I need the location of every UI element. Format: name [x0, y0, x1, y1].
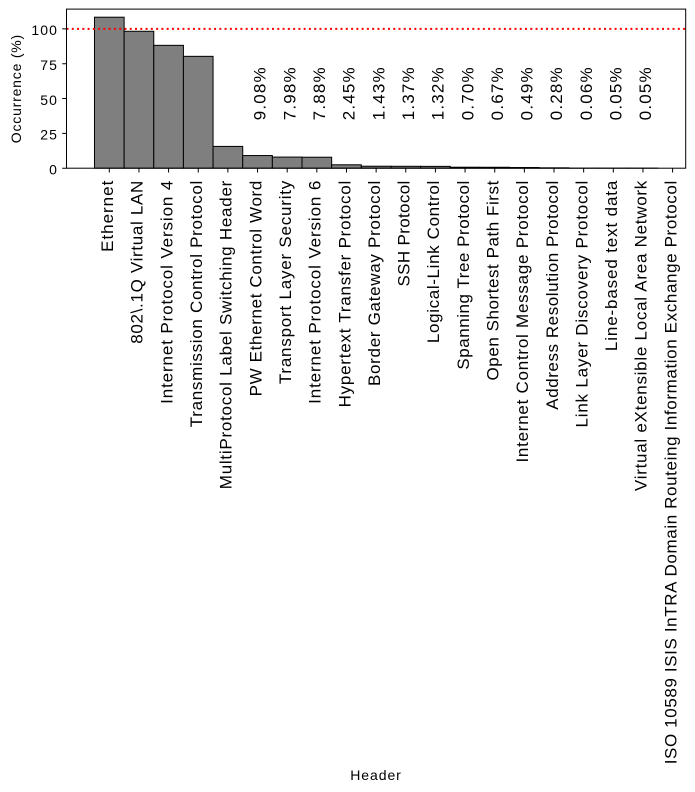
svg-text:0.05%: 0.05%	[636, 66, 655, 120]
svg-text:9.08%: 9.08%	[251, 66, 270, 120]
svg-text:0.06%: 0.06%	[577, 66, 596, 120]
svg-text:Transmission Control Protocol: Transmission Control Protocol	[187, 180, 206, 427]
svg-text:Address Resolution Protocol: Address Resolution Protocol	[543, 180, 562, 410]
svg-text:SSH Protocol: SSH Protocol	[395, 180, 414, 286]
svg-text:50: 50	[40, 92, 58, 108]
svg-text:7.98%: 7.98%	[280, 66, 299, 120]
svg-text:Line-based text data: Line-based text data	[602, 180, 621, 351]
svg-text:Spanning Tree Protocol: Spanning Tree Protocol	[454, 180, 473, 369]
svg-text:100: 100	[31, 22, 58, 38]
svg-text:25: 25	[40, 127, 58, 143]
svg-text:1.37%: 1.37%	[399, 66, 418, 120]
svg-text:Occurrence (%): Occurrence (%)	[8, 34, 24, 143]
svg-text:Internet Protocol Version 4: Internet Protocol Version 4	[157, 180, 176, 404]
svg-text:Ethernet: Ethernet	[98, 180, 117, 252]
svg-text:0.70%: 0.70%	[458, 66, 477, 120]
svg-text:Link Layer Discovery Protocol: Link Layer Discovery Protocol	[572, 180, 591, 428]
svg-text:0.67%: 0.67%	[488, 66, 507, 120]
svg-text:Logical-Link Control: Logical-Link Control	[424, 180, 443, 343]
svg-text:0: 0	[49, 161, 58, 177]
svg-text:0.05%: 0.05%	[607, 66, 626, 120]
svg-text:Internet Control Message Proto: Internet Control Message Protocol	[513, 180, 532, 463]
svg-text:75: 75	[40, 57, 58, 73]
svg-text:PW Ethernet Control Word: PW Ethernet Control Word	[246, 180, 265, 396]
svg-text:Open Shortest Path First: Open Shortest Path First	[484, 180, 503, 380]
svg-text:Header: Header	[350, 767, 402, 783]
svg-text:2.45%: 2.45%	[340, 66, 359, 120]
svg-text:0.28%: 0.28%	[547, 66, 566, 120]
svg-text:Virtual eXtensible Local Area: Virtual eXtensible Local Area Network	[632, 180, 651, 491]
svg-text:802\.1Q Virtual LAN: 802\.1Q Virtual LAN	[128, 180, 147, 344]
svg-text:Border Gateway Protocol: Border Gateway Protocol	[365, 180, 384, 386]
svg-text:1.32%: 1.32%	[429, 66, 448, 120]
svg-text:Internet Protocol Version 6: Internet Protocol Version 6	[306, 180, 325, 404]
svg-text:1.43%: 1.43%	[369, 66, 388, 120]
svg-text:Transport Layer Security: Transport Layer Security	[276, 180, 295, 384]
svg-text:7.88%: 7.88%	[310, 66, 329, 120]
svg-text:Hypertext Transfer Protocol: Hypertext Transfer Protocol	[335, 180, 354, 407]
svg-text:ISO 10589 ISIS InTRA Domain Ro: ISO 10589 ISIS InTRA Domain Routeing Inf…	[661, 180, 680, 764]
svg-text:MultiProtocol Label Switching: MultiProtocol Label Switching Header	[217, 180, 236, 489]
svg-text:0.49%: 0.49%	[518, 66, 537, 120]
